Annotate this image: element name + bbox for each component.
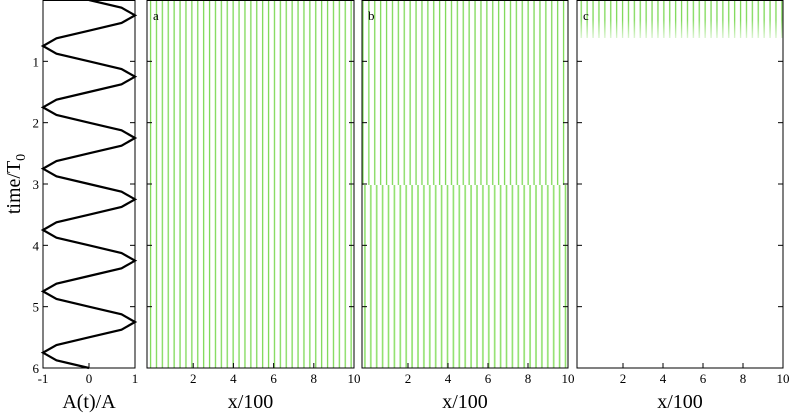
x-axis-label: x/100	[228, 391, 274, 413]
y-tick-label: 1	[33, 54, 40, 69]
y-tick-label: 3	[33, 177, 40, 192]
x-axis-label: A(t)/A	[62, 391, 116, 413]
pattern-c-fade	[577, 20, 783, 38]
x-tick-label: 6	[700, 371, 707, 386]
y-axis-label: time/T0	[3, 154, 29, 214]
pattern-a	[147, 0, 354, 368]
y-tick-label: 4	[33, 238, 40, 253]
x-tick-label: 8	[740, 371, 747, 386]
x-tick-label: 10	[562, 371, 575, 386]
x-tick-label: 2	[620, 371, 627, 386]
y-label-main: time/T	[3, 161, 25, 214]
x-tick-label: 0	[86, 371, 93, 386]
x-tick-label: 4	[230, 371, 237, 386]
y-tick-label: 5	[33, 300, 40, 315]
panel-label: c	[583, 8, 589, 23]
x-tick-label: 2	[405, 371, 412, 386]
amplitude-line	[40, 0, 138, 370]
plot-frame	[576, 0, 784, 369]
pattern-b-bottom	[362, 185, 568, 368]
x-tick-label: 10	[777, 371, 789, 386]
x-tick-label: 4	[660, 371, 667, 386]
x-tick-label: 10	[348, 371, 361, 386]
x-tick-label: -1	[38, 371, 49, 386]
y-tick-label: 2	[33, 116, 40, 131]
x-tick-label: 6	[485, 371, 492, 386]
x-tick-label: 2	[190, 371, 197, 386]
panel-label: a	[153, 8, 159, 23]
x-tick-label: 1	[132, 371, 139, 386]
y-label-sub: 0	[14, 154, 29, 161]
panel-label: b	[368, 8, 375, 23]
x-tick-label: 8	[525, 371, 532, 386]
x-tick-label: 6	[270, 371, 277, 386]
x-axis-label: x/100	[657, 391, 703, 413]
x-tick-label: 4	[445, 371, 452, 386]
pattern-b-top	[362, 0, 568, 185]
x-tick-label: 8	[311, 371, 318, 386]
y-tick-label: 6	[33, 361, 40, 376]
x-axis-label: x/100	[442, 391, 488, 413]
